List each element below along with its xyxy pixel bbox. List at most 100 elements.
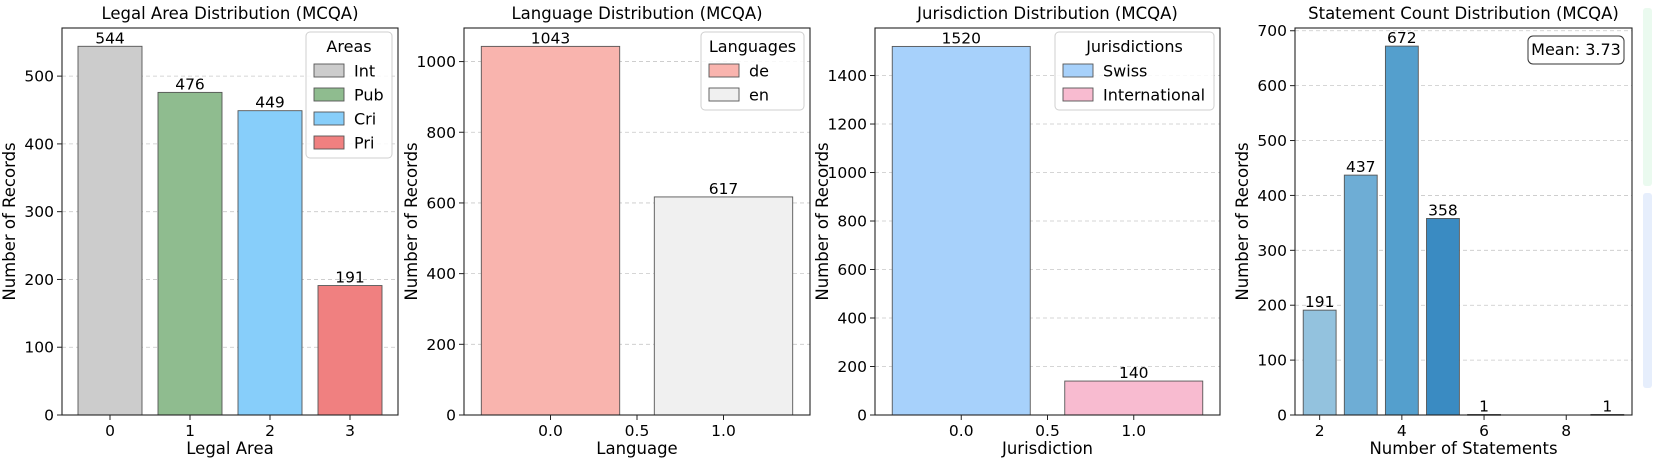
bar: [317, 285, 383, 416]
data-label: 191: [1305, 293, 1335, 311]
legend-swatch: [313, 111, 345, 126]
legend-entry: Pub: [354, 86, 384, 105]
legend-title: Areas: [326, 37, 371, 56]
bar: [1302, 309, 1337, 416]
bar: [1384, 45, 1419, 416]
y-axis-label: Number of Records: [813, 142, 832, 300]
chart-title: Legal Area Distribution (MCQA): [101, 4, 358, 23]
y-tick-label: 100: [24, 339, 54, 357]
y-axis-label: Number of Records: [402, 142, 421, 300]
y-tick-label: 400: [1257, 187, 1287, 205]
x-tick-label: 0.5: [625, 422, 650, 440]
chart-1: 544 476 449 191 0 100 200 300 400 500 0 1 2 3 Legal Ar…: [0, 4, 399, 458]
data-label: 617: [709, 180, 739, 198]
data-label: 449: [255, 94, 285, 112]
y-tick-label: 1200: [828, 116, 867, 134]
legend-entry: en: [749, 86, 769, 105]
y-tick-label: 200: [426, 336, 456, 354]
legend-swatch: [313, 135, 345, 150]
chart-2: 1043 617 0 200 400 600 800 1000 0.0 0.5 1.0 Languag…: [402, 4, 811, 458]
legend-entry: de: [749, 62, 769, 81]
bar: [891, 45, 1031, 416]
y-tick-label: 0: [857, 407, 867, 425]
x-axis-label: Legal Area: [186, 439, 273, 458]
data-label: 140: [1119, 364, 1149, 382]
x-tick-label: 1.0: [711, 422, 736, 440]
legend-swatch: [708, 87, 740, 102]
y-tick-label: 500: [1257, 132, 1287, 150]
chart-4: 191 437 672 358 1 1 0 100 200 300 400 500 600 700 2 4 6 8…: [1233, 4, 1633, 458]
legend-swatch: [1062, 87, 1094, 102]
y-tick-label: 800: [837, 213, 867, 231]
bar: [653, 196, 794, 416]
bar: [1064, 380, 1204, 416]
y-axis-label: Number of Records: [1233, 142, 1252, 300]
y-tick-label: 600: [1257, 77, 1287, 95]
x-tick-label: 6: [1479, 422, 1489, 440]
y-tick-label: 200: [24, 271, 54, 289]
data-label: 1: [1479, 397, 1489, 415]
x-axis-label: Jurisdiction: [1001, 439, 1093, 458]
y-tick-label: 1000: [828, 164, 867, 182]
legend-swatch: [708, 63, 740, 78]
data-label: 437: [1346, 158, 1376, 176]
x-tick-label: 1.0: [1121, 422, 1146, 440]
bar: [480, 45, 621, 416]
y-tick-label: 500: [24, 68, 54, 86]
y-tick-label: 0: [44, 407, 54, 425]
legend-entry: International: [1103, 86, 1205, 105]
legend-swatch: [1062, 63, 1094, 78]
bar: [77, 45, 143, 416]
mean-annotation: Mean: 3.73: [1531, 40, 1621, 59]
data-label: 1043: [531, 29, 570, 47]
legend-box: [305, 31, 393, 159]
data-label: 1: [1602, 397, 1612, 415]
data-label: 476: [175, 75, 205, 93]
data-label: 672: [1387, 29, 1417, 47]
y-tick-label: 300: [1257, 242, 1287, 260]
y-tick-label: 600: [426, 194, 456, 212]
y-axis-label: Number of Records: [0, 142, 19, 300]
x-tick-label: 2: [1315, 422, 1325, 440]
y-tick-label: 1000: [417, 53, 456, 71]
y-tick-label: 100: [1257, 352, 1287, 370]
x-tick-label: 0.5: [1035, 422, 1060, 440]
x-axis-label: Number of Statements: [1369, 439, 1557, 458]
y-tick-label: 200: [837, 358, 867, 376]
chart-title: Jurisdiction Distribution (MCQA): [916, 4, 1178, 23]
bar: [1343, 174, 1378, 416]
x-tick-label: 8: [1561, 422, 1571, 440]
x-tick-label: 3: [345, 422, 355, 440]
y-tick-label: 400: [426, 265, 456, 283]
x-tick-label: 1: [185, 422, 195, 440]
data-label: 191: [335, 269, 365, 287]
x-tick-label: 0: [105, 422, 115, 440]
legend-entry: Int: [354, 62, 375, 81]
data-label: 358: [1428, 201, 1458, 219]
bar: [1426, 218, 1460, 416]
y-tick-label: 400: [24, 135, 54, 153]
mean-annotation-box: [1527, 35, 1625, 65]
legend: Jurisdictions Swiss International: [1054, 31, 1215, 111]
legend: Languages de en: [700, 31, 805, 111]
y-tick-label: 400: [837, 310, 867, 328]
chart-title: Statement Count Distribution (MCQA): [1308, 4, 1619, 23]
legend-title: Languages: [709, 37, 796, 56]
bar: [237, 110, 303, 416]
y-tick-label: 600: [837, 261, 867, 279]
y-tick-label: 0: [1277, 407, 1287, 425]
x-tick-label: 0.0: [538, 422, 563, 440]
y-tick-label: 800: [426, 124, 456, 142]
y-tick-label: 0: [446, 407, 456, 425]
plot-frame: [1294, 27, 1633, 416]
x-tick-label: 4: [1397, 422, 1407, 440]
side-strip-top: [1643, 8, 1652, 186]
x-tick-label: 2: [265, 422, 275, 440]
y-tick-label: 700: [1257, 22, 1287, 40]
chart-title: Language Distribution (MCQA): [511, 4, 762, 23]
data-label: 544: [95, 29, 125, 47]
x-axis-label: Language: [596, 439, 677, 458]
legend-swatch: [313, 63, 345, 78]
